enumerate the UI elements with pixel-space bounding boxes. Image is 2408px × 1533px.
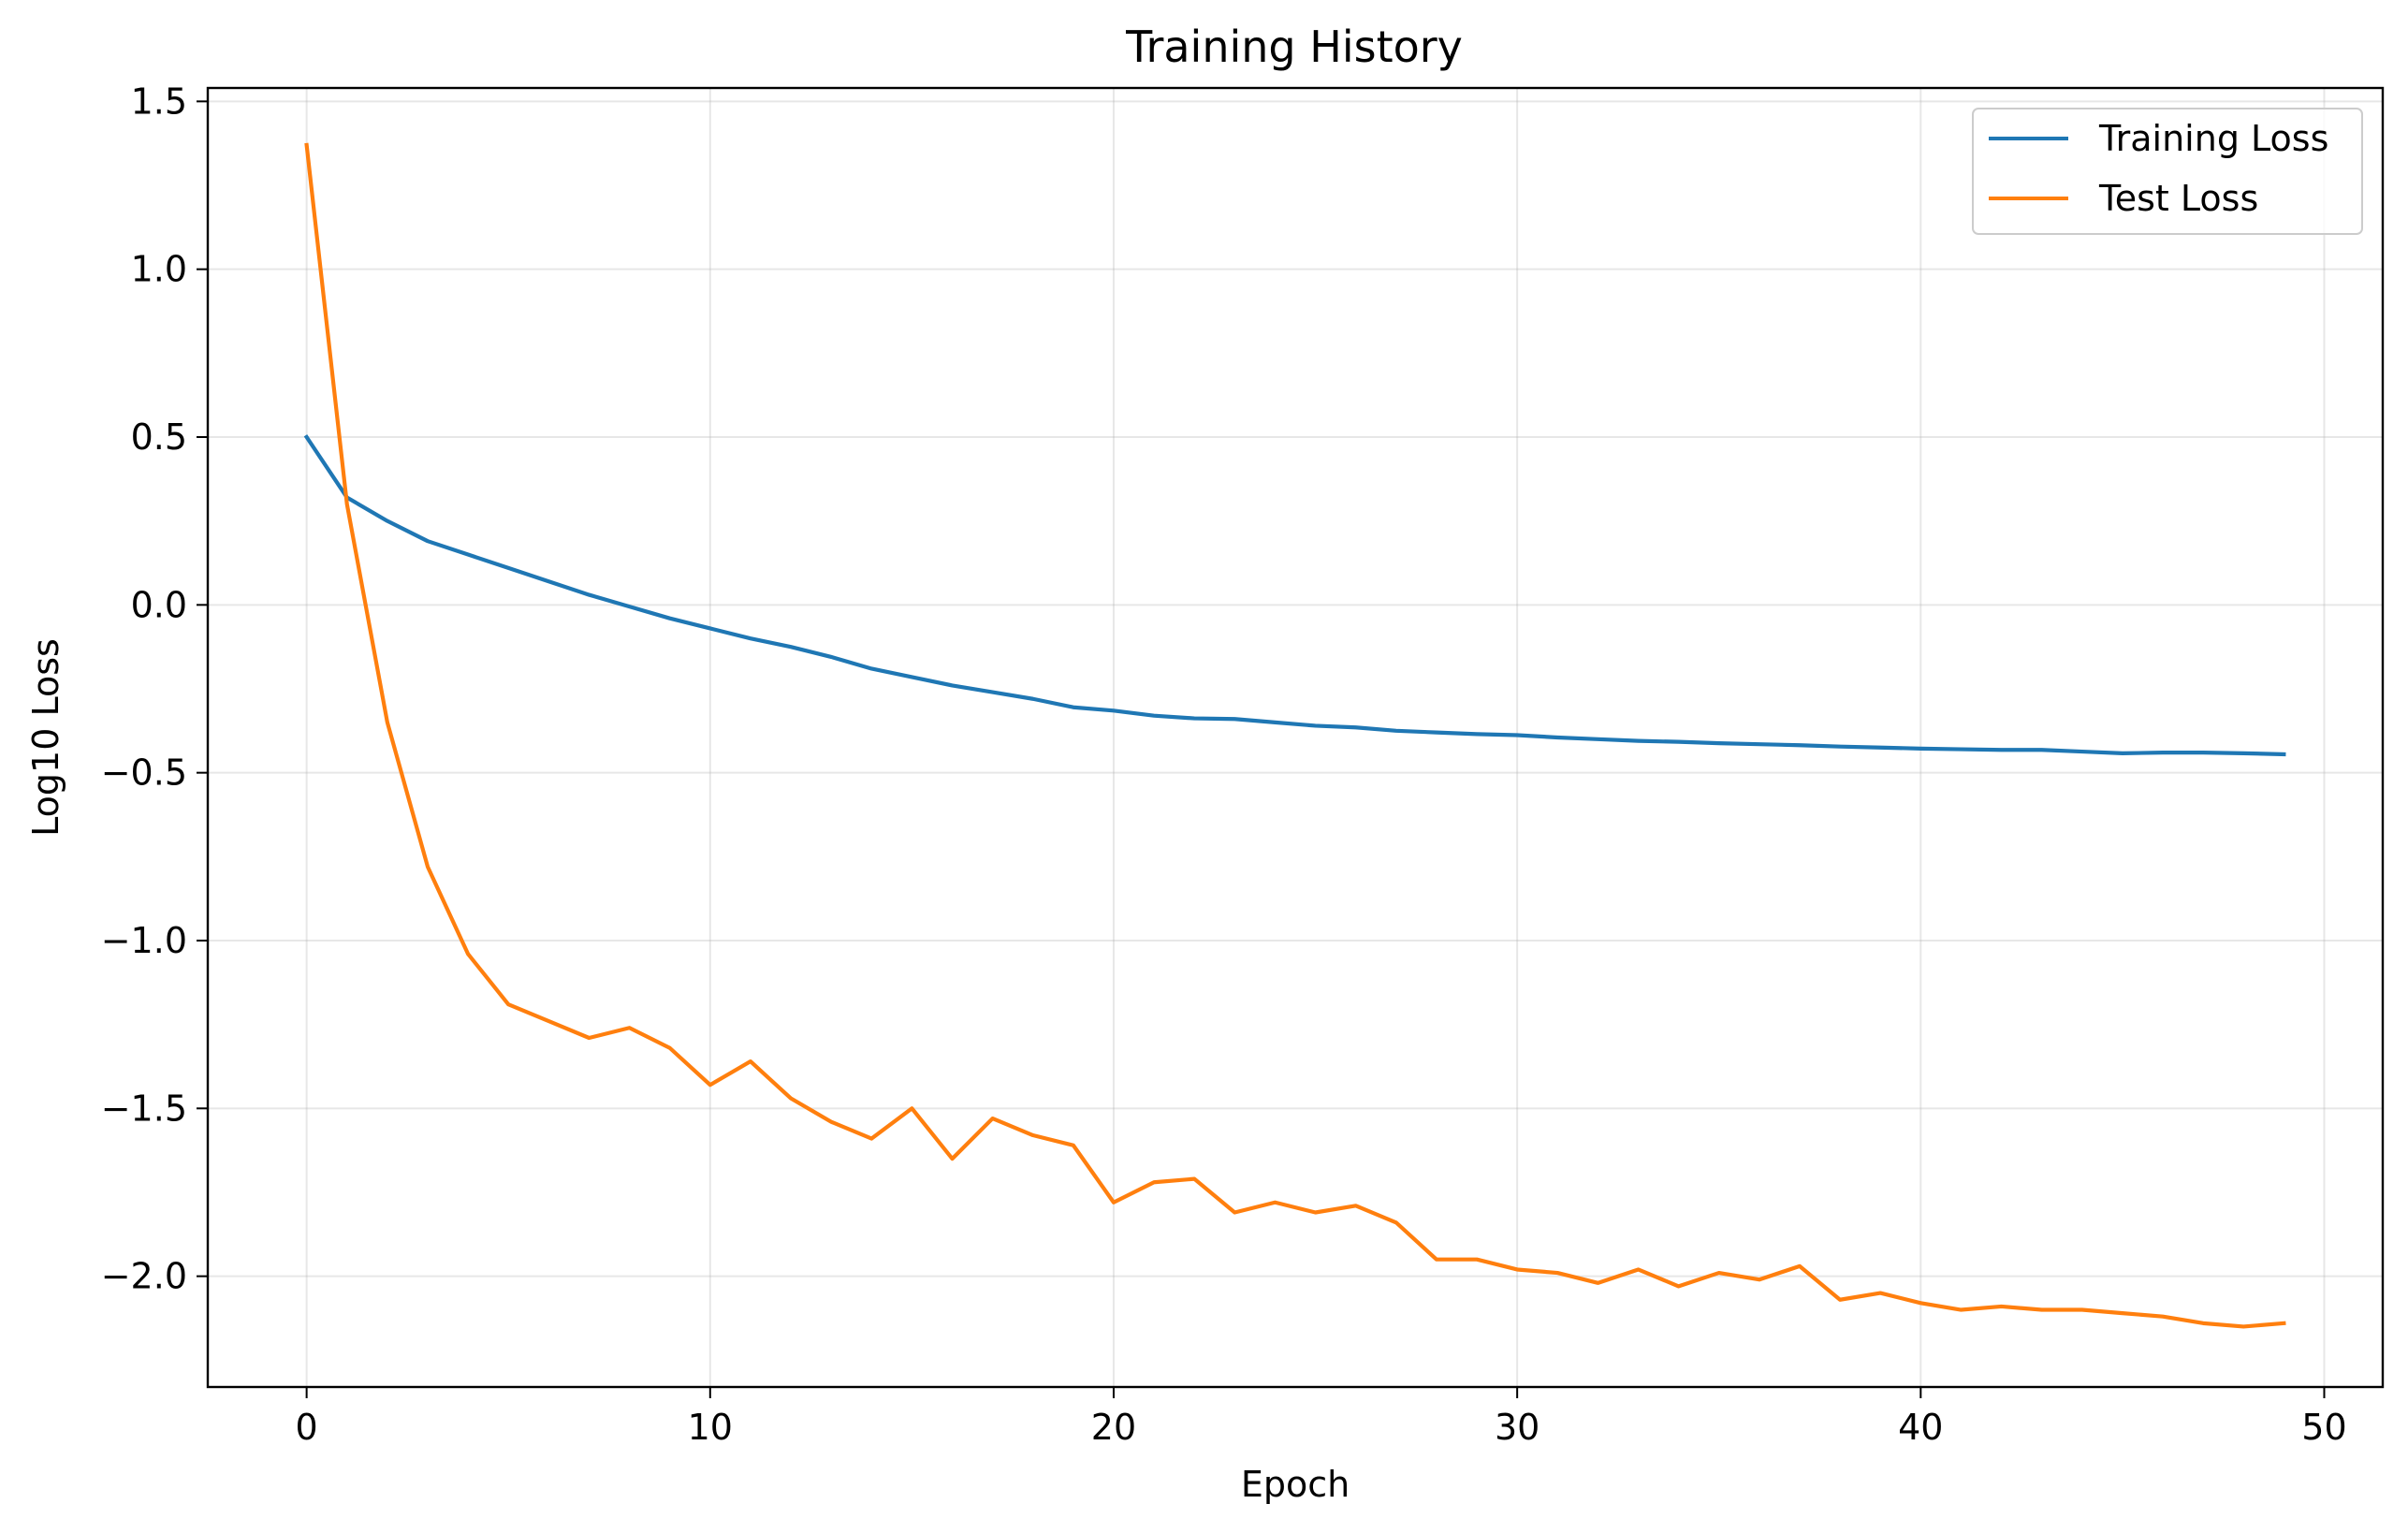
y-tick-label: −0.5 xyxy=(101,752,187,794)
y-tick-label: 1.0 xyxy=(131,249,187,290)
legend-label-test-loss: Test Loss xyxy=(2098,178,2258,219)
legend-label-training-loss: Training Loss xyxy=(2098,118,2328,159)
grid-lines xyxy=(208,88,2383,1387)
x-tick-label: 0 xyxy=(296,1407,318,1448)
axis-ticks: 0 10 20 30 40 50 −2.0 −1.5 −1.0 −0.5 0.0 0.5 1.0 1.5 xyxy=(101,80,2347,1448)
x-tick-label: 20 xyxy=(1091,1407,1136,1448)
legend: Training Loss Test Loss xyxy=(1972,108,2363,235)
y-axis-label: Log10 Loss xyxy=(25,638,66,837)
series-lines xyxy=(303,142,2286,1329)
series-line-training-loss xyxy=(303,434,2286,757)
chart-title: Training History xyxy=(1125,22,1463,72)
y-tick-label: 1.5 xyxy=(131,80,187,122)
y-tick-label: −1.5 xyxy=(101,1088,187,1129)
x-axis-label: Epoch xyxy=(1241,1464,1350,1505)
y-tick-label: −2.0 xyxy=(101,1256,187,1297)
series-line-test-loss xyxy=(304,142,2286,1329)
x-tick-label: 50 xyxy=(2301,1407,2346,1448)
plot-frame xyxy=(206,86,2385,1389)
x-tick-label: 40 xyxy=(1898,1407,1943,1448)
x-tick-label: 10 xyxy=(688,1407,733,1448)
x-tick-label: 30 xyxy=(1495,1407,1540,1448)
legend-box xyxy=(1972,108,2363,235)
y-tick-label: 0.0 xyxy=(131,584,187,625)
y-tick-label: 0.5 xyxy=(131,416,187,458)
y-tick-label: −1.0 xyxy=(101,920,187,961)
